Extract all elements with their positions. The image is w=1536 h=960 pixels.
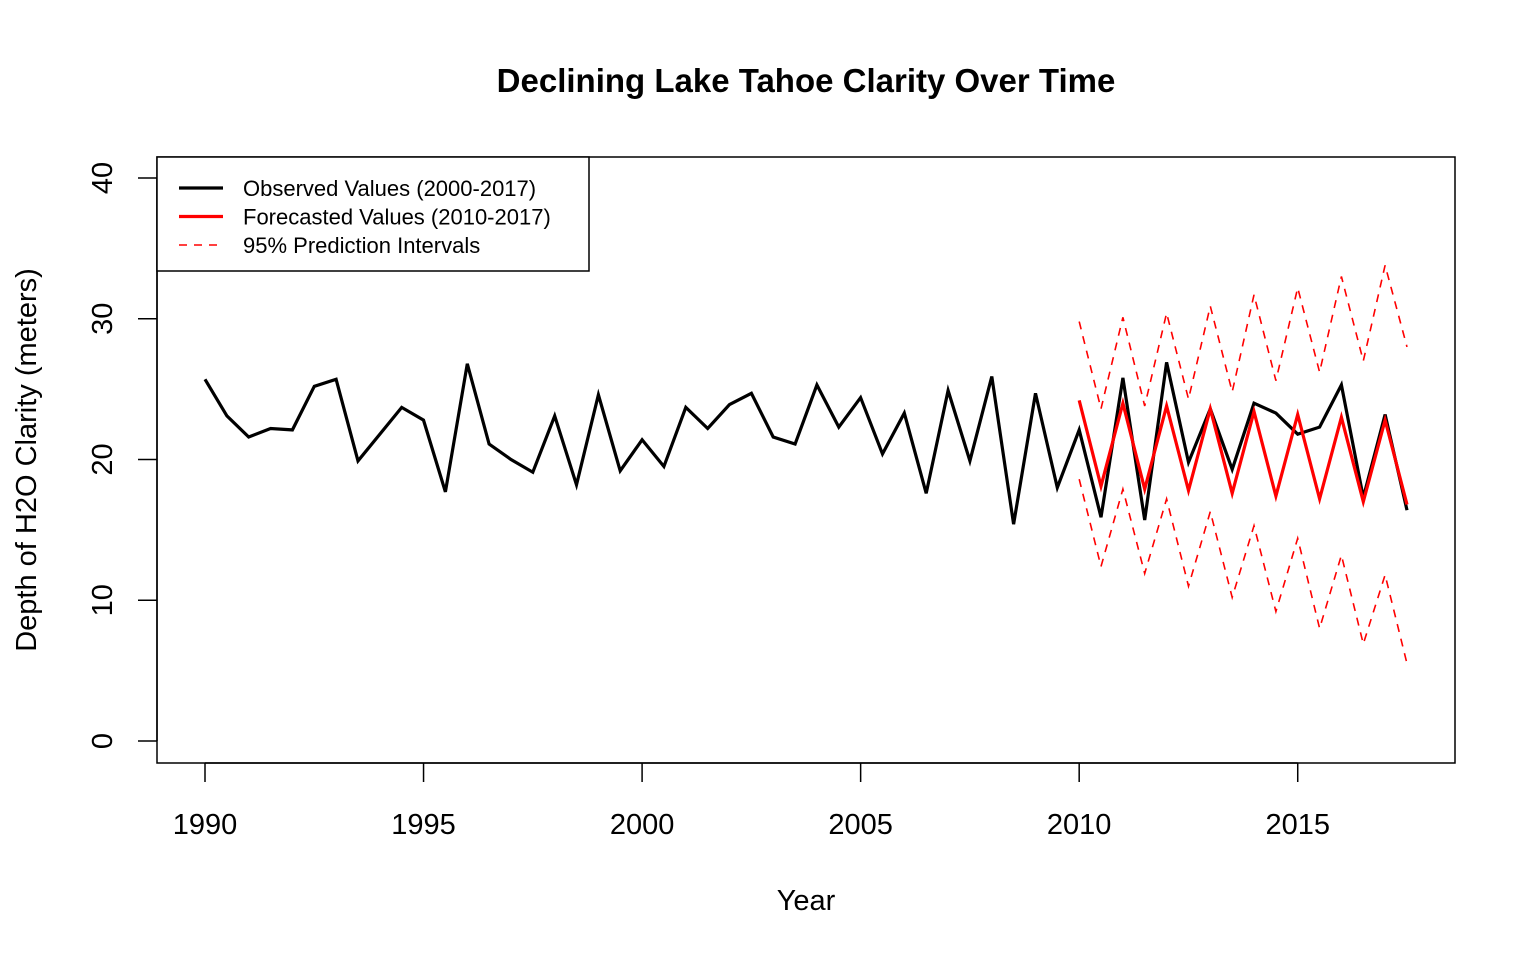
x-tick-label: 1995: [391, 809, 456, 841]
x-tick-label: 2000: [610, 809, 675, 841]
y-tick-label: 0: [87, 733, 119, 749]
x-tick-label: 1990: [173, 809, 238, 841]
y-tick-label: 10: [87, 584, 119, 616]
y-tick-label: 30: [87, 303, 119, 335]
legend-box: [156, 156, 590, 272]
legend-label: Observed Values (2000-2017): [243, 176, 536, 201]
x-axis-label: Year: [777, 885, 836, 917]
y-axis-label: Depth of H2O Clarity (meters): [11, 268, 43, 652]
legend: Observed Values (2000-2017) Forecasted Va…: [156, 156, 590, 272]
forecast-line: [1077, 396, 1409, 508]
y-tick-label: 20: [87, 443, 119, 475]
observed-line: [203, 362, 1409, 525]
series-layer: [203, 265, 1409, 664]
legend-label: Forecasted Values (2010-2017): [243, 205, 551, 230]
y-tick-label: 40: [87, 162, 119, 194]
x-tick-label: 2015: [1265, 809, 1330, 841]
x-tick-label: 2005: [828, 809, 893, 841]
y-axis: 0 10 20 30 40: [87, 162, 158, 749]
x-axis: 1990 1995 2000 2005 2010 2015: [173, 762, 1330, 841]
legend-label: 95% Prediction Intervals: [243, 233, 480, 258]
legend-items: Observed Values (2000-2017) Forecasted Va…: [179, 176, 551, 258]
prediction-interval-line: [1078, 265, 1408, 409]
chart-title: Declining Lake Tahoe Clarity Over Time: [497, 62, 1116, 99]
x-tick-label: 2010: [1047, 809, 1112, 841]
prediction-interval-line: [1078, 479, 1408, 664]
